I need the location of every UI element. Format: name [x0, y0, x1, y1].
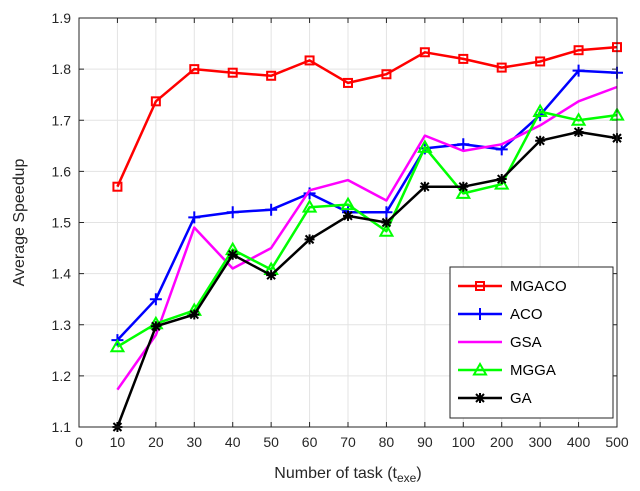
x-axis-title: Number of task (texe): [274, 465, 421, 485]
x-axis-title-main: Number of task (t: [274, 465, 397, 482]
x-axis-ticks: 0 10 20 30 40 50 60 70 80 90 100 200 300 400 500: [75, 18, 629, 450]
series-line-ga: [116, 130, 618, 428]
marker-star: [150, 321, 161, 332]
x-tick-label: 400: [567, 434, 591, 450]
y-tick-label: 1.1: [52, 419, 72, 435]
marker-triangle: [378, 223, 395, 237]
x-tick-label: 0: [75, 434, 83, 450]
series-group: [109, 42, 625, 432]
series-gsa: [116, 85, 618, 391]
marker-square: [304, 55, 315, 66]
marker-star: [475, 393, 485, 403]
y-tick-label: 1.4: [52, 266, 72, 282]
marker-star: [458, 181, 469, 192]
marker-square: [475, 281, 485, 291]
plot-frame: [78, 17, 618, 428]
marker-square: [227, 67, 238, 78]
legend-label: GSA: [510, 334, 542, 351]
legend-label: ACO: [510, 306, 543, 323]
y-tick-label: 1.8: [52, 61, 72, 77]
marker-star: [304, 234, 315, 245]
series-line-mgaco: [116, 45, 618, 188]
marker-plus: [380, 206, 393, 219]
marker-plus: [149, 293, 162, 306]
marker-triangle: [455, 185, 472, 199]
legend-item-mgaco: MGACO: [458, 278, 567, 295]
marker-triangle: [532, 103, 548, 118]
x-tick-label: 500: [605, 434, 629, 450]
x-tick-label: 30: [186, 434, 202, 450]
marker-triangle: [301, 199, 318, 213]
marker-square: [419, 47, 430, 58]
x-tick-label: 60: [302, 434, 318, 450]
series-line-gsa: [116, 85, 618, 391]
y-axis-title: Average Speedup: [11, 158, 28, 286]
marker-star: [573, 127, 584, 138]
marker-square: [458, 53, 469, 64]
marker-square: [189, 64, 200, 75]
marker-square: [381, 69, 392, 80]
x-axis-title-close: ): [416, 465, 421, 482]
marker-star: [189, 309, 200, 320]
marker-star: [535, 135, 546, 146]
x-tick-label: 200: [490, 434, 514, 450]
marker-square: [150, 96, 161, 107]
marker-plus: [265, 203, 278, 216]
series-line-mgga: [116, 110, 618, 348]
marker-triangle: [109, 338, 126, 353]
legend-item-aco: ACO: [458, 306, 543, 323]
x-tick-label: 10: [110, 434, 126, 450]
y-axis-ticks: 1.1 1.2 1.3 1.4 1.5 1.6 1.7 1.8 1.9: [52, 10, 617, 435]
marker-square: [343, 77, 353, 88]
y-tick-label: 1.9: [52, 10, 72, 26]
x-tick-label: 50: [263, 434, 279, 450]
marker-square: [266, 70, 277, 81]
marker-square: [496, 62, 507, 73]
marker-star: [419, 181, 430, 192]
x-tick-label: 40: [225, 434, 241, 450]
marker-triangle: [570, 112, 587, 126]
x-tick-label: 100: [452, 434, 476, 450]
x-tick-label: 90: [417, 434, 433, 450]
marker-triangle: [340, 196, 356, 211]
marker-plus: [188, 211, 201, 224]
x-tick-label: 20: [148, 434, 164, 450]
marker-star: [496, 174, 507, 185]
legend-item-ga: GA: [458, 390, 532, 407]
y-tick-label: 1.2: [52, 368, 72, 384]
marker-square: [573, 45, 584, 56]
y-tick-label: 1.5: [52, 215, 72, 231]
y-tick-label: 1.3: [52, 317, 72, 333]
marker-star: [266, 270, 277, 281]
marker-star: [381, 217, 392, 228]
legend-label: MGACO: [510, 278, 567, 295]
marker-square: [535, 56, 546, 67]
marker-triangle: [472, 361, 488, 376]
legend-label: MGGA: [510, 362, 556, 379]
marker-plus: [474, 308, 486, 320]
x-axis-title-subscript: exe: [397, 471, 417, 485]
y-tick-label: 1.7: [52, 112, 72, 128]
marker-star: [227, 249, 238, 260]
series-line-aco: [116, 69, 618, 341]
legend-item-mgga: MGGA: [458, 361, 556, 379]
marker-plus: [457, 138, 470, 151]
x-tick-label: 300: [528, 434, 552, 450]
legend: MGACO ACO GSA MGGA GA: [449, 266, 614, 419]
marker-square: [112, 181, 123, 192]
marker-star: [343, 210, 353, 221]
legend-item-gsa: GSA: [458, 334, 542, 351]
marker-triangle: [417, 139, 433, 153]
x-tick-label: 80: [379, 434, 395, 450]
x-tick-label: 70: [340, 434, 356, 450]
y-tick-label: 1.6: [52, 163, 72, 179]
legend-label: GA: [510, 390, 532, 407]
marker-plus: [572, 64, 585, 77]
marker-plus: [226, 206, 239, 219]
